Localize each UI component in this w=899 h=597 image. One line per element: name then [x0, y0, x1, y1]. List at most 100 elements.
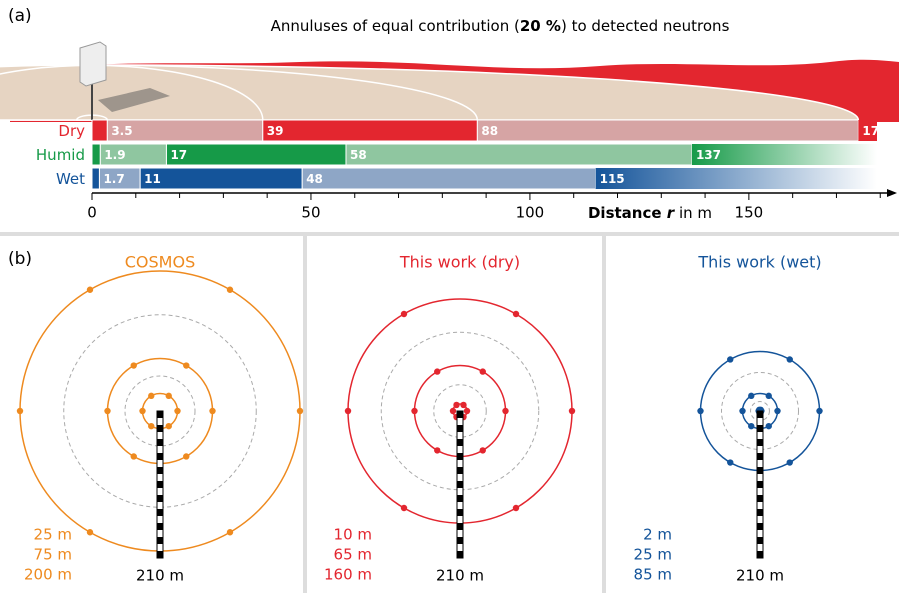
radius-label: 85 m [634, 566, 672, 584]
sample-point [727, 459, 734, 466]
sample-point [148, 392, 155, 400]
sample-point [400, 504, 408, 512]
sample-point [209, 407, 216, 415]
sample-point [139, 407, 146, 415]
sample-point [183, 453, 190, 460]
scale-label: 210 m [436, 567, 484, 585]
scale-check [757, 551, 763, 558]
label-part: r [667, 204, 676, 222]
bar-segment [301, 167, 597, 190]
chart-title: Annuluses of equal contribution (20 %) t… [271, 17, 730, 35]
bar-segment [165, 143, 347, 166]
scale-check [157, 439, 163, 446]
sample-point [130, 362, 137, 369]
sample-point [453, 401, 460, 409]
radius-label: 200 m [24, 566, 72, 584]
guide-circle [380, 331, 540, 491]
label-part: Distance [588, 204, 667, 222]
scale-check [457, 467, 463, 474]
scale-check [157, 523, 163, 530]
scale-check [757, 509, 763, 516]
x-tick-label: 100 [516, 204, 545, 222]
radius-label: 25 m [634, 546, 672, 564]
bar-tail [595, 168, 877, 189]
sample-point [344, 407, 352, 415]
scale-label: 210 m [736, 567, 784, 585]
value-label: 3.5 [111, 124, 132, 138]
sample-point [174, 407, 181, 415]
guide-circle [433, 384, 487, 438]
bar-segment [476, 119, 859, 142]
sample-point [86, 529, 94, 536]
sample-point [739, 407, 746, 415]
scale-check [457, 439, 463, 446]
x-axis-label: Distance r in m [588, 204, 712, 222]
sample-point [165, 392, 172, 400]
bar-segment [345, 143, 693, 166]
value-label: 115 [600, 172, 625, 186]
sample-point [568, 407, 576, 415]
radius-label: 75 m [34, 546, 72, 564]
sample-point [400, 310, 408, 318]
scale-check [157, 509, 163, 516]
scale-check [757, 495, 763, 502]
sample-point [460, 401, 467, 409]
sample-point [165, 422, 172, 430]
scale-check [757, 467, 763, 474]
sample-point [697, 407, 704, 415]
sample-point [183, 362, 190, 369]
bar-tail [858, 120, 877, 141]
sample-point [148, 422, 155, 430]
sample-point [104, 407, 111, 415]
value-label: 175 [862, 124, 887, 138]
panel-title: This work (dry) [399, 253, 520, 272]
scale-check [457, 509, 463, 516]
bar-segment [91, 119, 108, 142]
scale-check [457, 495, 463, 502]
axis-arrow [887, 189, 897, 197]
sample-point [411, 407, 418, 415]
sample-point [434, 447, 441, 454]
sensor-shadow [98, 88, 170, 112]
scale-label: 210 m [136, 567, 184, 585]
x-tick-label: 0 [87, 204, 97, 222]
scale-check [757, 523, 763, 530]
sample-point [786, 356, 793, 363]
scale-check [157, 551, 163, 558]
scale-check [457, 537, 463, 544]
sample-point [16, 407, 24, 415]
sample-point [765, 392, 772, 400]
sample-point [774, 407, 781, 415]
scale-check [157, 453, 163, 460]
sample-point [296, 407, 304, 415]
title-part: 20 % [520, 17, 561, 35]
x-tick-label: 50 [301, 204, 320, 222]
scale-check [457, 411, 463, 418]
title-part: ) to detected neutrons [561, 17, 730, 35]
label-part: in m [674, 204, 712, 222]
scale-check [157, 537, 163, 544]
sample-point [226, 286, 234, 293]
panel-title: This work (wet) [697, 253, 821, 272]
sample-point [816, 407, 823, 415]
scale-check [457, 425, 463, 432]
value-label: 11 [144, 172, 161, 186]
value-label: 48 [306, 172, 323, 186]
scale-check [457, 481, 463, 488]
bar-segment [91, 143, 101, 166]
sample-point [479, 368, 486, 375]
sample-point [463, 407, 471, 415]
scale-check [757, 411, 763, 418]
radius-label: 2 m [643, 526, 672, 544]
sample-point [512, 310, 520, 318]
scale-check [157, 481, 163, 488]
legend-label: Humid [36, 146, 85, 164]
scale-check [757, 537, 763, 544]
panel-title: COSMOS [125, 253, 195, 272]
scale-check [757, 481, 763, 488]
sample-point [130, 453, 137, 460]
scale-check [457, 453, 463, 460]
scale-check [157, 411, 163, 418]
radius-label: 10 m [334, 526, 372, 544]
